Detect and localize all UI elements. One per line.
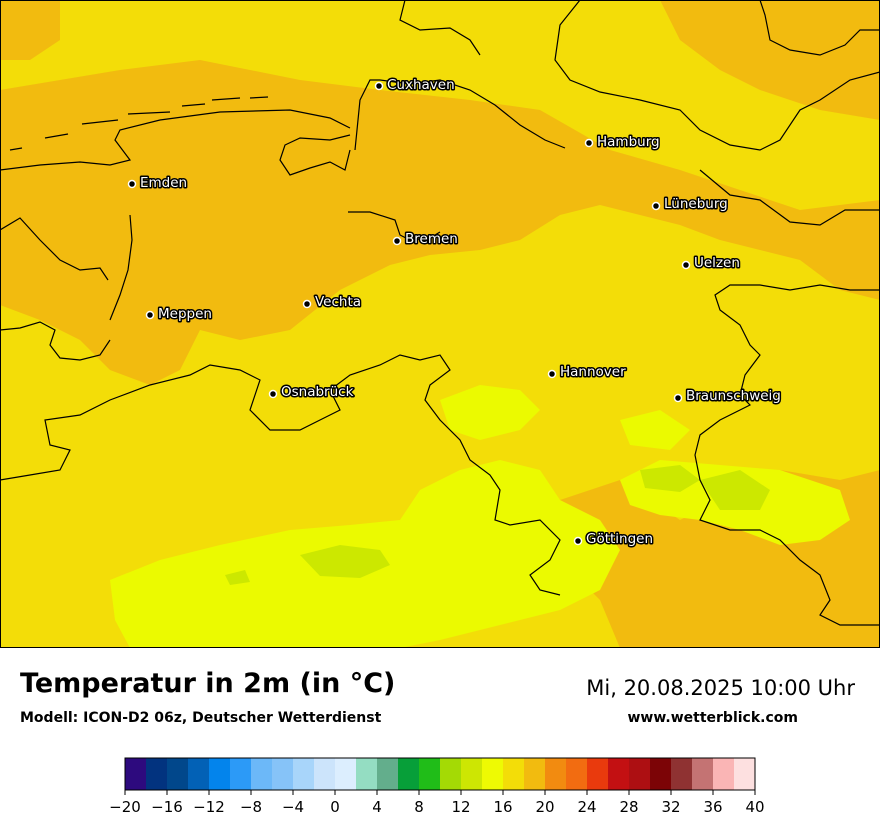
- colorbar-segment: [566, 758, 588, 790]
- city-label: Emden: [140, 175, 187, 191]
- frisian-islands: [9, 96, 269, 151]
- city-meppen[interactable]: Meppen: [145, 305, 213, 324]
- colorbar-segment: [272, 758, 294, 790]
- colorbar-tick-label: 36: [703, 798, 722, 816]
- colorbar-segment: [377, 758, 399, 790]
- city-hannover[interactable]: Hannover: [547, 363, 628, 382]
- city-dot: [127, 179, 137, 189]
- colorbar-segment: [713, 758, 735, 790]
- city-label: Hannover: [560, 364, 626, 380]
- colorbar-tick-label: 12: [451, 798, 470, 816]
- forecast-datetime: Mi, 20.08.2025 10:00 Uhr: [586, 676, 855, 700]
- colorbar-segment: [608, 758, 630, 790]
- colorbar-segment: [419, 758, 441, 790]
- city-hamburg[interactable]: Hamburg: [584, 133, 661, 152]
- temperature-map[interactable]: Cuxhaven Hamburg Emden Lüneburg Bremen U…: [0, 0, 880, 648]
- colorbar-segments: [125, 758, 756, 790]
- city-dot: [374, 81, 384, 91]
- colorbar-segment: [650, 758, 672, 790]
- city-dot: [673, 393, 683, 403]
- city-lueneburg[interactable]: Lüneburg: [651, 195, 729, 214]
- colorbar-tick-label: 40: [745, 798, 764, 816]
- colorbar-segment: [503, 758, 525, 790]
- cool-region-12-14: [225, 465, 770, 585]
- map-title: Temperatur in 2m (in °C): [20, 668, 396, 699]
- colorbar-tick-label: −12: [193, 798, 225, 816]
- city-label: Bremen: [405, 231, 458, 247]
- city-markers: Cuxhaven Hamburg Emden Lüneburg Bremen U…: [127, 76, 782, 549]
- city-dot: [145, 310, 155, 320]
- city-label: Vechta: [315, 294, 361, 310]
- colorbar-tick-label: 24: [577, 798, 596, 816]
- colorbar-segment: [188, 758, 210, 790]
- colorbar-segment: [482, 758, 504, 790]
- colorbar-segment: [692, 758, 714, 790]
- colorbar-tick-label: −8: [240, 798, 262, 816]
- city-label: Uelzen: [694, 255, 740, 271]
- city-dot: [651, 201, 661, 211]
- city-cuxhaven[interactable]: Cuxhaven: [374, 76, 456, 95]
- city-label: Hamburg: [597, 134, 660, 150]
- borders: [0, 0, 880, 626]
- colorbar-tick-label: 4: [372, 798, 382, 816]
- colorbar-legend: −20 −16 −12 −8 −4 0 4 8 12 16 20 24 28 32 36 40: [109, 757, 765, 816]
- colorbar-segment: [335, 758, 357, 790]
- colorbar-segment: [230, 758, 252, 790]
- city-dot: [392, 236, 402, 246]
- colorbar-tick-label: −16: [151, 798, 183, 816]
- colorbar-segment: [314, 758, 336, 790]
- city-dot: [302, 299, 312, 309]
- colorbar-segment: [545, 758, 567, 790]
- colorbar-tick-label: −4: [282, 798, 304, 816]
- city-dot: [547, 369, 557, 379]
- colorbar-ticks: −20 −16 −12 −8 −4 0 4 8 12 16 20 24 28 32 36 40: [109, 790, 765, 816]
- city-dot: [268, 389, 278, 399]
- colorbar-segment: [587, 758, 609, 790]
- city-dot: [584, 138, 594, 148]
- colorbar-segment: [167, 758, 189, 790]
- city-uelzen[interactable]: Uelzen: [681, 254, 741, 273]
- colorbar-segment: [356, 758, 378, 790]
- colorbar-tick-label: 32: [661, 798, 680, 816]
- city-label: Osnabrück: [281, 384, 354, 400]
- colorbar-segment: [146, 758, 168, 790]
- colorbar-tick-label: 20: [535, 798, 554, 816]
- website-link[interactable]: www.wetterblick.com: [627, 710, 799, 726]
- colorbar-tick-label: 16: [493, 798, 512, 816]
- colorbar-segment: [629, 758, 651, 790]
- city-label: Lüneburg: [664, 196, 728, 212]
- city-vechta[interactable]: Vechta: [302, 293, 363, 312]
- colorbar-segment: [524, 758, 546, 790]
- colorbar-segment: [440, 758, 462, 790]
- colorbar-segment: [293, 758, 315, 790]
- city-label: Göttingen: [586, 531, 653, 547]
- colorbar-tick-label: 0: [330, 798, 340, 816]
- colorbar-segment: [734, 758, 756, 790]
- city-label: Cuxhaven: [387, 77, 455, 93]
- colorbar-tick-label: 28: [619, 798, 638, 816]
- colorbar-segment: [671, 758, 693, 790]
- city-label: Meppen: [158, 306, 212, 322]
- city-osnabrueck[interactable]: Osnabrück: [268, 383, 355, 402]
- colorbar-segment: [398, 758, 420, 790]
- city-label: Braunschweig: [686, 388, 781, 404]
- city-dot: [681, 260, 691, 270]
- city-bremen[interactable]: Bremen: [392, 230, 459, 249]
- colorbar-frame: [124, 757, 756, 791]
- colorbar-tick-label: 8: [414, 798, 424, 816]
- colorbar-tick-label: −20: [109, 798, 141, 816]
- colorbar-segment: [251, 758, 273, 790]
- city-dot: [573, 536, 583, 546]
- city-braunschweig[interactable]: Braunschweig: [673, 387, 782, 406]
- city-emden[interactable]: Emden: [127, 174, 189, 193]
- colorbar-segment: [461, 758, 483, 790]
- city-goettingen[interactable]: Göttingen: [573, 530, 655, 549]
- model-info: Modell: ICON-D2 06z, Deutscher Wetterdie…: [20, 710, 382, 726]
- colorbar-segment: [125, 758, 147, 790]
- colorbar-segment: [209, 758, 231, 790]
